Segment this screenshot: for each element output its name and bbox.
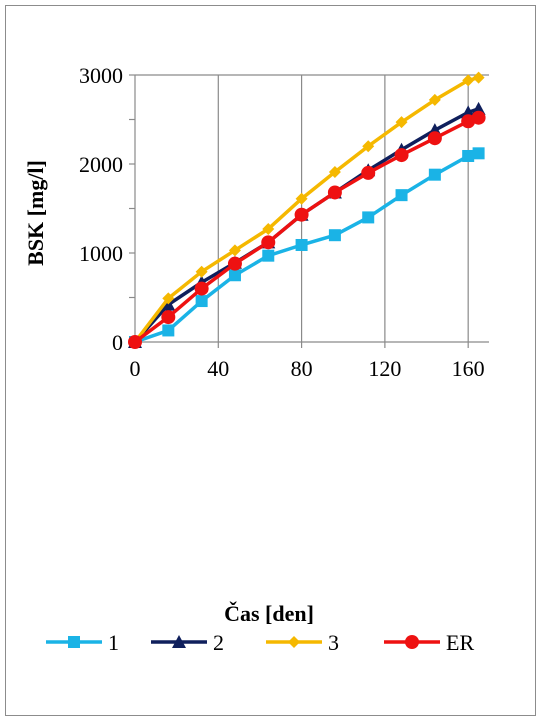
legend-item-1: 1 — [46, 630, 119, 655]
data-point-er — [128, 335, 142, 349]
legend-item-2: 2 — [151, 630, 224, 655]
data-point-1 — [395, 189, 408, 202]
data-point-3 — [195, 265, 208, 278]
x-tick-label: 160 — [452, 356, 485, 381]
data-point-er — [227, 256, 242, 271]
x-tick-label: 0 — [130, 356, 141, 381]
data-point-2 — [461, 105, 476, 119]
data-point-er — [161, 310, 176, 325]
y-tick-label: 3000 — [79, 63, 123, 88]
data-point-1 — [162, 324, 175, 337]
data-point-1 — [195, 295, 208, 308]
data-point-3 — [162, 292, 175, 305]
series-line-er — [133, 116, 480, 344]
y-tick-label: 1000 — [79, 241, 123, 266]
legend: 1 2 3 ER — [46, 630, 474, 655]
legend-marker — [68, 636, 80, 648]
tick-labels: 0 1000 2000 3000 0 40 80 120 160 — [79, 63, 485, 381]
data-point-3 — [295, 192, 308, 205]
x-tick-label: 80 — [291, 356, 313, 381]
x-axis-title: Čas [den] — [224, 601, 314, 626]
legend-label: 1 — [108, 630, 119, 655]
data-point-3 — [395, 116, 408, 129]
chart-area: 0 1000 2000 3000 0 40 80 120 160 Čas [den] BSK [… — [5, 5, 536, 716]
data-point-er — [427, 131, 442, 146]
data-point-3 — [328, 166, 341, 179]
legend-marker — [405, 635, 419, 649]
data-point-er — [394, 148, 409, 163]
data-point-1 — [472, 147, 485, 160]
data-point-3 — [228, 244, 241, 257]
data-point-er — [194, 281, 209, 296]
legend-label: 3 — [328, 630, 339, 655]
data-point-3 — [262, 222, 275, 235]
data-point-1 — [428, 168, 441, 181]
line-chart: 0 1000 2000 3000 0 40 80 120 160 Čas [den] BSK [… — [23, 63, 489, 655]
series-1 — [129, 147, 485, 348]
data-point-er — [471, 110, 486, 125]
data-point-er — [361, 165, 376, 180]
series-line-3 — [133, 75, 480, 344]
data-point-3 — [428, 93, 441, 106]
y-axis-title: BSK [mg/l] — [23, 160, 48, 266]
legend-label: 2 — [213, 630, 224, 655]
data-point-1 — [228, 269, 241, 282]
x-tick-label: 40 — [207, 356, 229, 381]
legend-item-er: ER — [384, 630, 474, 655]
data-point-1 — [262, 249, 275, 262]
data-point-er — [327, 185, 342, 200]
data-point-1 — [362, 211, 375, 224]
data-point-er — [294, 207, 309, 222]
data-point-1 — [462, 149, 475, 162]
data-point-er — [261, 235, 276, 250]
data-series — [128, 71, 486, 349]
legend-marker — [288, 636, 300, 648]
legend-label: ER — [446, 630, 474, 655]
data-point-3 — [472, 71, 485, 84]
legend-item-3: 3 — [266, 630, 339, 655]
y-tick-label: 2000 — [79, 152, 123, 177]
legend-marker — [172, 635, 186, 648]
data-point-3 — [462, 74, 475, 87]
x-tick-label: 120 — [368, 356, 401, 381]
data-point-1 — [328, 229, 341, 242]
data-point-1 — [295, 238, 308, 251]
data-point-3 — [362, 140, 375, 153]
series-er — [128, 110, 486, 349]
data-point-2 — [471, 101, 486, 115]
y-tick-label: 0 — [112, 330, 123, 355]
